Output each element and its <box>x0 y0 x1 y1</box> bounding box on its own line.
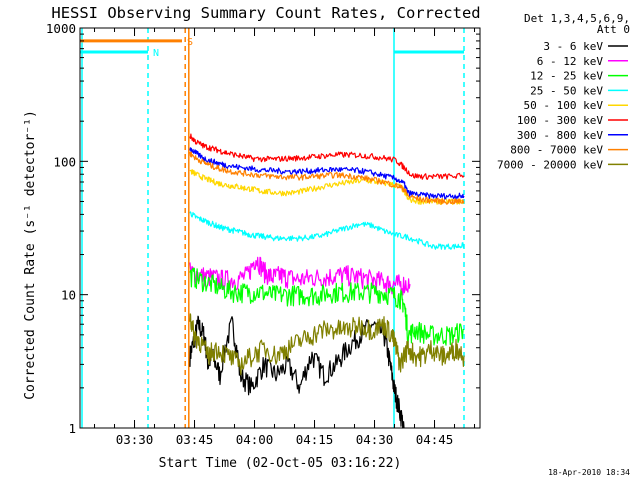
plot-frame <box>79 27 481 429</box>
y-tick-label: 100 <box>53 154 76 169</box>
x-tick-label: 04:30 <box>356 432 394 447</box>
y-tick-label: 10 <box>61 288 76 303</box>
legend-header: Att 0 <box>597 23 630 36</box>
series-line <box>189 267 465 346</box>
x-tick-label: 04:00 <box>236 432 274 447</box>
x-tick-label: 04:15 <box>296 432 334 447</box>
legend-entry-label: 25 - 50 keV <box>530 84 603 97</box>
legend-entry-label: 7000 - 20000 keV <box>497 158 603 171</box>
y-tick-label: 1000 <box>46 21 76 36</box>
legend-entry-label: 50 - 100 keV <box>524 99 604 112</box>
series-line <box>189 133 465 180</box>
x-tick-label: 03:45 <box>176 432 214 447</box>
saa-flag-label: S <box>187 37 193 48</box>
x-tick-label: 04:45 <box>416 432 454 447</box>
series-line <box>189 147 465 200</box>
legend-header: Det 1,3,4,5,6,9, <box>524 12 630 25</box>
legend-entry-label: 12 - 25 keV <box>530 70 603 83</box>
series-line <box>189 151 465 205</box>
legend-entry-label: 800 - 7000 keV <box>510 144 603 157</box>
chart-title: HESSI Observing Summary Count Rates, Cor… <box>51 4 480 22</box>
flag-bars: SN <box>80 37 464 59</box>
legend: Det 1,3,4,5,6,9,Att 0 3 - 6 keV 6 - 12 keV… <box>497 12 630 171</box>
legend-entry-label: 100 - 300 keV <box>517 114 603 127</box>
legend-entry-label: 3 - 6 keV <box>543 40 603 53</box>
series-line <box>189 313 465 376</box>
legend-entry-label: 300 - 800 keV <box>517 129 603 142</box>
series-group <box>189 133 465 429</box>
series-line <box>189 211 465 250</box>
axes: 03:30 03:45 04:00 04:15 04:30 04:45 1 10 100 1000 <box>46 21 481 447</box>
night-flag-label: N <box>153 48 159 59</box>
y-tick-label: 1 <box>68 421 76 436</box>
series-line <box>189 315 405 429</box>
x-tick-label: 03:30 <box>116 432 154 447</box>
x-axis-label: Start Time (02-Oct-05 03:16:22) <box>159 456 402 471</box>
series-line <box>189 169 465 205</box>
y-axis-label: Corrected Count Rate (s⁻¹ detector⁻¹) <box>23 110 38 400</box>
legend-entry-label: 6 - 12 keV <box>537 55 604 68</box>
timestamp-label: 18-Apr-2010 18:34 <box>548 468 630 477</box>
